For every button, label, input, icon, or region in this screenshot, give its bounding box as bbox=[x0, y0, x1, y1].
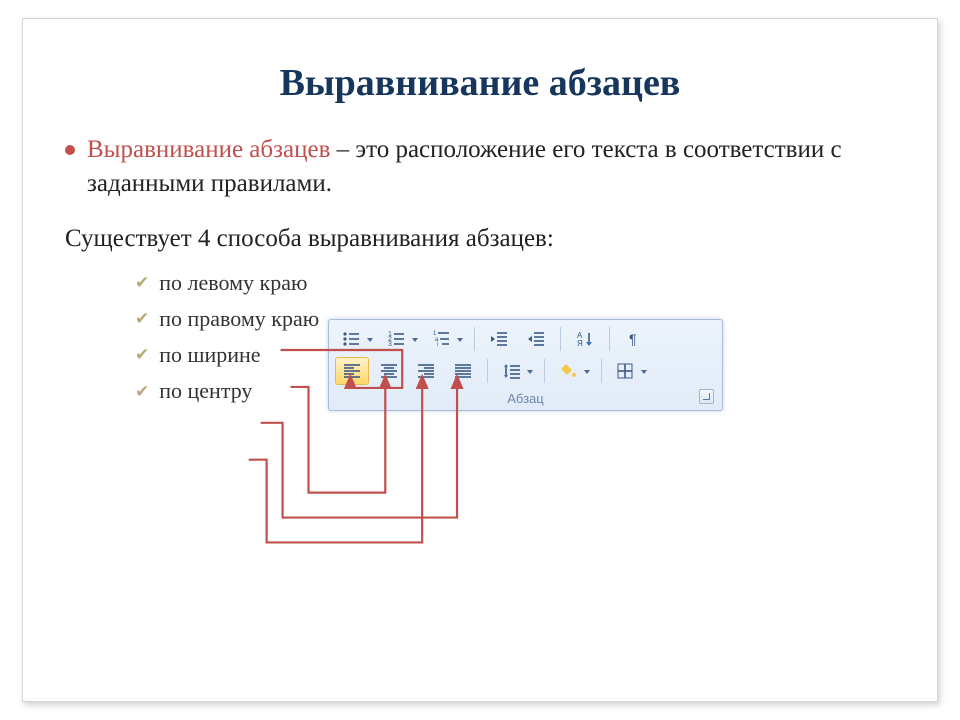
indent-increase-button[interactable] bbox=[519, 325, 553, 353]
svg-text:¶: ¶ bbox=[629, 331, 637, 347]
bullet-dot-icon bbox=[65, 145, 75, 155]
ribbon-paragraph-group: 123 1ai АЯ ¶ Абзац bbox=[328, 319, 723, 411]
way-label: по левому краю bbox=[159, 265, 307, 301]
numbering-icon: 123 bbox=[387, 330, 407, 348]
checkmark-icon: ✔ bbox=[135, 378, 149, 406]
ribbon-row-2 bbox=[335, 357, 716, 385]
slide: Выравнивание абзацев Выравнивание абзаце… bbox=[22, 18, 938, 702]
ribbon-row-1: 123 1ai АЯ ¶ bbox=[335, 325, 716, 353]
bullets-button[interactable] bbox=[335, 325, 377, 353]
align-left-icon bbox=[342, 362, 362, 380]
checkmark-icon: ✔ bbox=[135, 341, 149, 369]
borders-button[interactable] bbox=[609, 357, 651, 385]
shading-icon bbox=[559, 362, 579, 380]
shading-button[interactable] bbox=[552, 357, 594, 385]
show-marks-icon: ¶ bbox=[624, 330, 644, 348]
align-left-button[interactable] bbox=[335, 357, 369, 385]
align-center-icon bbox=[379, 362, 399, 380]
ribbon-separator bbox=[609, 327, 610, 351]
svg-text:i: i bbox=[437, 342, 438, 348]
indent-decrease-icon bbox=[489, 330, 509, 348]
line-spacing-button[interactable] bbox=[495, 357, 537, 385]
ribbon-separator bbox=[544, 359, 545, 383]
sort-icon: АЯ bbox=[575, 330, 595, 348]
indent-decrease-button[interactable] bbox=[482, 325, 516, 353]
show-marks-button[interactable]: ¶ bbox=[617, 325, 651, 353]
multilevel-button[interactable]: 1ai bbox=[425, 325, 467, 353]
way-item-left: ✔ по левому краю bbox=[135, 265, 895, 301]
ribbon-separator bbox=[487, 359, 488, 383]
svg-text:3: 3 bbox=[388, 341, 392, 348]
line-spacing-icon bbox=[502, 362, 522, 380]
page-title: Выравнивание абзацев bbox=[65, 61, 895, 105]
borders-icon bbox=[616, 362, 636, 380]
align-right-button[interactable] bbox=[409, 357, 443, 385]
ribbon-separator bbox=[560, 327, 561, 351]
dialog-launcher-button[interactable] bbox=[699, 389, 714, 404]
ways-heading: Существует 4 способа выравнивания абзаце… bbox=[65, 225, 895, 253]
ribbon-separator bbox=[601, 359, 602, 383]
bullets-icon bbox=[342, 330, 362, 348]
align-justify-icon bbox=[453, 362, 473, 380]
multilevel-icon: 1ai bbox=[432, 330, 452, 348]
sort-button[interactable]: АЯ bbox=[568, 325, 602, 353]
ribbon-group-footer: Абзац bbox=[335, 389, 716, 407]
align-right-icon bbox=[416, 362, 436, 380]
way-label: по центру bbox=[159, 373, 252, 409]
numbering-button[interactable]: 123 bbox=[380, 325, 422, 353]
definition-term: Выравнивание абзацев bbox=[87, 136, 330, 163]
svg-text:Я: Я bbox=[577, 339, 583, 348]
way-label: по правому краю bbox=[159, 301, 319, 337]
ribbon-group-label: Абзац bbox=[507, 391, 543, 406]
definition-bullet: Выравнивание абзацев – это расположение … bbox=[65, 133, 895, 201]
definition-text: Выравнивание абзацев – это расположение … bbox=[87, 133, 895, 201]
way-label: по ширине bbox=[159, 337, 260, 373]
indent-increase-icon bbox=[526, 330, 546, 348]
checkmark-icon: ✔ bbox=[135, 305, 149, 333]
align-justify-button[interactable] bbox=[446, 357, 480, 385]
ribbon-separator bbox=[474, 327, 475, 351]
checkmark-icon: ✔ bbox=[135, 269, 149, 297]
align-center-button[interactable] bbox=[372, 357, 406, 385]
